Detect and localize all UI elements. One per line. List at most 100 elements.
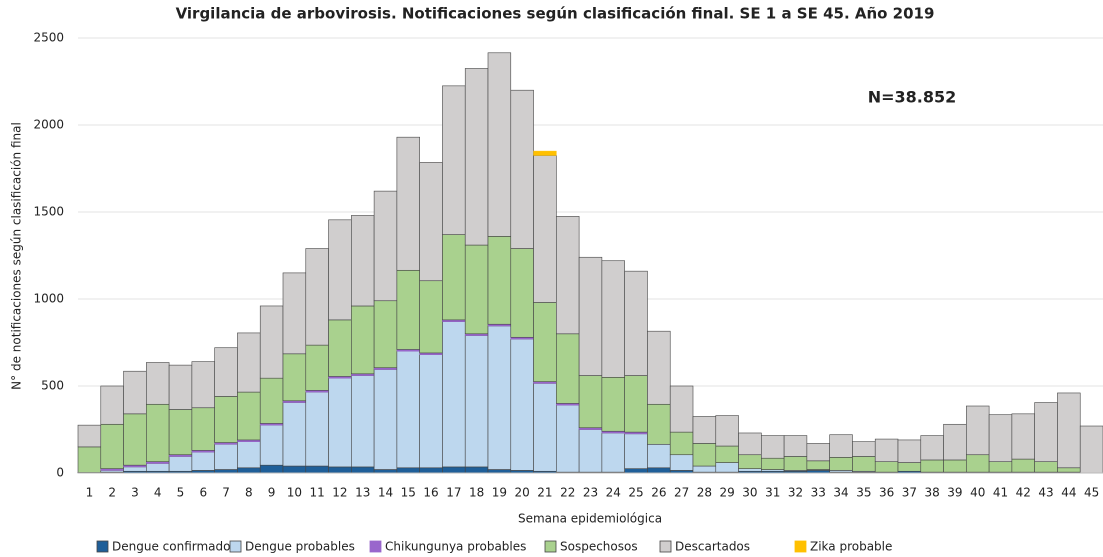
- bar-segment: [852, 456, 876, 472]
- bar-segment: [920, 435, 944, 461]
- bar-segment: [601, 376, 625, 432]
- bar-segment: [669, 385, 694, 433]
- bar-segment: [237, 467, 261, 474]
- y-tick-label: 0: [56, 466, 64, 480]
- bar-segment: [715, 445, 739, 463]
- legend-swatch: [544, 540, 557, 553]
- bar-segment: [237, 332, 261, 393]
- bar-segment: [874, 461, 899, 473]
- bar-segment: [510, 89, 534, 249]
- x-tick-label: 10: [287, 486, 302, 500]
- bar-segment: [419, 354, 443, 469]
- bar-segment: [647, 467, 671, 474]
- bar-segment: [77, 424, 102, 448]
- legend-label: Dengue confirmados: [112, 540, 237, 554]
- bar-segment: [761, 435, 785, 459]
- bar-segment: [1057, 467, 1081, 473]
- x-tick-label: 14: [378, 486, 393, 500]
- bar-segment: [510, 248, 534, 338]
- bar-segment: [669, 431, 694, 456]
- bar-segment: [214, 347, 238, 397]
- bar-segment: [487, 469, 512, 474]
- bar-segment: [305, 465, 329, 474]
- legend-swatch: [229, 540, 242, 553]
- bar-segment: [533, 383, 557, 472]
- bar-segment: [669, 454, 694, 471]
- bar-segment: [464, 244, 489, 335]
- bar-segment: [396, 467, 420, 474]
- bar-segment: [305, 391, 329, 467]
- bar-segment: [761, 457, 785, 470]
- bar-segment: [282, 353, 307, 402]
- bar-segment: [556, 333, 580, 404]
- bar-segment: [100, 385, 124, 425]
- legend-swatch: [794, 540, 807, 553]
- legend-swatch: [659, 540, 672, 553]
- bar-segment: [1034, 402, 1058, 462]
- bar-segment: [624, 270, 648, 376]
- x-tick-label: 43: [1038, 486, 1053, 500]
- bar-segment: [738, 454, 762, 469]
- bar-segment: [647, 443, 671, 469]
- bar-segment: [852, 441, 876, 457]
- x-tick-label: 27: [674, 486, 689, 500]
- bar-segment: [1011, 413, 1035, 460]
- bar-segment: [168, 364, 193, 410]
- bar-segment: [442, 234, 466, 321]
- x-tick-label: 23: [583, 486, 598, 500]
- bar-segment: [556, 404, 580, 473]
- bar-segment: [487, 236, 512, 325]
- x-tick-label: 1: [86, 486, 94, 500]
- bar-segment: [692, 443, 717, 467]
- bar-segment: [874, 438, 899, 462]
- x-tick-label: 32: [788, 486, 803, 500]
- bar-segment: [442, 466, 466, 474]
- bar-segment: [259, 424, 284, 466]
- x-tick-label: 30: [742, 486, 757, 500]
- bar-segment: [738, 432, 762, 456]
- x-tick-label: 29: [720, 486, 735, 500]
- bar-segment: [829, 434, 853, 458]
- bar-segment: [578, 256, 603, 376]
- bar-segment: [601, 260, 625, 378]
- x-axis-title: Semana epidemiológica: [518, 512, 662, 526]
- legend-label: Dengue probables: [245, 540, 355, 554]
- x-tick-label: 25: [628, 486, 643, 500]
- x-tick-label: 38: [925, 486, 940, 500]
- bar-segment: [419, 280, 443, 354]
- bar-segment: [168, 456, 193, 472]
- bar-segment: [237, 391, 261, 441]
- bar-segment: [396, 350, 420, 469]
- bar-segment: [214, 469, 238, 474]
- bar-segment: [783, 435, 808, 457]
- bar-segment: [305, 248, 329, 346]
- bar-segment: [943, 459, 967, 473]
- bar-segment: [624, 433, 648, 469]
- bar-segment: [259, 377, 284, 424]
- x-tick-label: 9: [268, 486, 276, 500]
- x-tick-label: 8: [245, 486, 253, 500]
- legend-swatch: [369, 540, 382, 553]
- x-tick-label: 31: [765, 486, 780, 500]
- bar-segment: [351, 466, 375, 474]
- x-tick-label: 21: [537, 486, 552, 500]
- bar-segment: [966, 405, 990, 456]
- bar-segment: [373, 369, 398, 470]
- bar-segment: [396, 269, 420, 350]
- x-tick-label: 45: [1084, 486, 1099, 500]
- bar-segment: [533, 155, 557, 303]
- bar-segment: [715, 415, 739, 447]
- bar-segment: [328, 219, 352, 321]
- bar-segment: [464, 68, 489, 246]
- bar-segment: [146, 403, 170, 462]
- bar-segment: [692, 416, 717, 444]
- x-tick-label: 7: [222, 486, 230, 500]
- bar-segment: [464, 335, 489, 468]
- x-tick-label: 19: [492, 486, 507, 500]
- legend-label: Descartados: [675, 540, 750, 554]
- bar-segment: [988, 461, 1013, 473]
- bar-segment: [168, 409, 193, 456]
- legend-label: Sospechosos: [560, 540, 638, 554]
- bar-segment: [123, 413, 147, 466]
- bar-segment: [897, 439, 922, 463]
